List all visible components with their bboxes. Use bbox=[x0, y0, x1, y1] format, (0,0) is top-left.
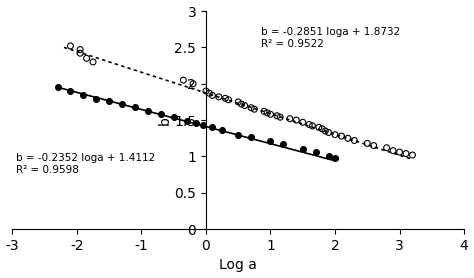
Point bbox=[180, 78, 187, 82]
Point bbox=[170, 115, 177, 120]
Point bbox=[286, 116, 293, 121]
Point bbox=[321, 129, 329, 133]
Point bbox=[80, 93, 87, 97]
Point bbox=[235, 132, 242, 137]
Point bbox=[67, 44, 74, 48]
Point bbox=[309, 124, 316, 128]
Point bbox=[264, 111, 271, 115]
Point bbox=[305, 122, 313, 127]
Point bbox=[337, 134, 345, 138]
Point bbox=[315, 125, 323, 130]
Point bbox=[215, 95, 223, 99]
Point bbox=[92, 97, 100, 101]
Text: b = -0.2851 loga + 1.8732: b = -0.2851 loga + 1.8732 bbox=[261, 27, 400, 37]
Text: b = -0.2352 loga + 1.4112: b = -0.2352 loga + 1.4112 bbox=[16, 153, 155, 163]
Point bbox=[402, 151, 410, 156]
Point bbox=[209, 93, 216, 98]
Point bbox=[202, 89, 210, 93]
Point bbox=[409, 153, 416, 157]
Point bbox=[235, 100, 242, 104]
Point bbox=[225, 98, 232, 102]
Point bbox=[83, 56, 91, 61]
Point bbox=[67, 89, 74, 93]
Point bbox=[199, 123, 207, 127]
Point bbox=[76, 47, 84, 52]
Point bbox=[237, 102, 245, 106]
Point bbox=[325, 130, 332, 135]
Text: R² = 0.9598: R² = 0.9598 bbox=[16, 165, 79, 175]
Point bbox=[267, 139, 274, 143]
Point bbox=[331, 156, 339, 160]
Point bbox=[131, 105, 139, 109]
Point bbox=[364, 141, 371, 146]
Point bbox=[325, 153, 332, 158]
Point bbox=[247, 106, 255, 110]
Point bbox=[383, 145, 391, 150]
Point bbox=[251, 107, 258, 111]
Point bbox=[370, 143, 377, 148]
Point bbox=[183, 119, 191, 123]
Point bbox=[396, 150, 403, 154]
Point bbox=[221, 96, 229, 101]
Point bbox=[144, 108, 152, 113]
Point bbox=[292, 118, 300, 122]
Point bbox=[241, 103, 248, 108]
Y-axis label: b: b bbox=[157, 116, 172, 125]
Point bbox=[267, 112, 274, 116]
Point bbox=[157, 112, 164, 116]
Point bbox=[344, 136, 352, 140]
Point bbox=[192, 121, 200, 125]
Point bbox=[76, 51, 84, 55]
Point bbox=[299, 147, 307, 152]
Point bbox=[105, 99, 113, 103]
X-axis label: Log a: Log a bbox=[219, 259, 257, 272]
Point bbox=[209, 125, 216, 130]
Point bbox=[299, 120, 307, 125]
Point bbox=[219, 127, 226, 132]
Point bbox=[319, 126, 326, 131]
Point bbox=[54, 85, 61, 90]
Point bbox=[312, 150, 319, 154]
Point bbox=[280, 142, 287, 146]
Point bbox=[389, 148, 397, 153]
Point bbox=[89, 60, 97, 64]
Point bbox=[276, 115, 284, 120]
Text: R² = 0.9522: R² = 0.9522 bbox=[261, 39, 324, 49]
Point bbox=[273, 113, 281, 118]
Point bbox=[260, 109, 268, 114]
Point bbox=[118, 102, 126, 106]
Point bbox=[205, 91, 213, 95]
Point bbox=[331, 132, 339, 137]
Point bbox=[189, 81, 197, 86]
Point bbox=[351, 138, 358, 143]
Point bbox=[247, 135, 255, 139]
